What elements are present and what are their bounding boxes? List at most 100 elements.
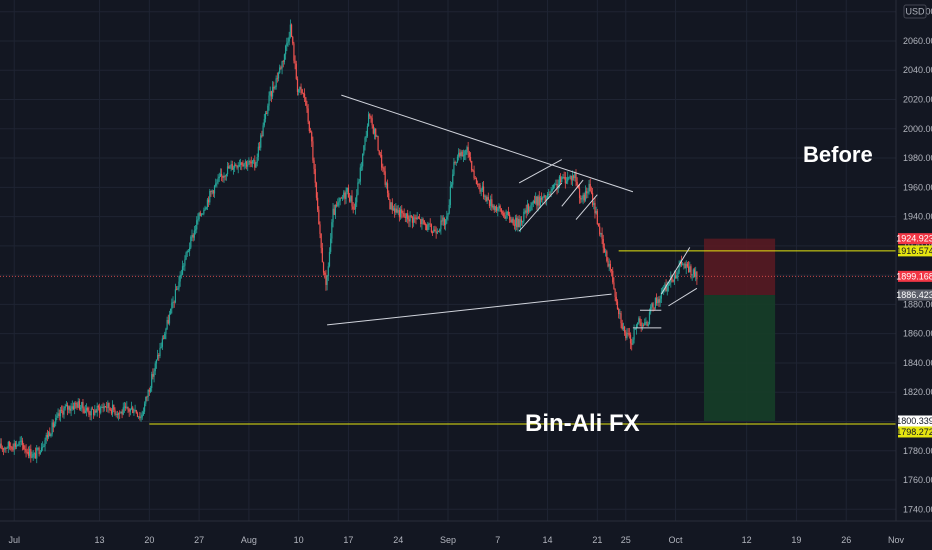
candle <box>646 320 648 327</box>
y-tick-label: 1880.000 <box>903 299 932 309</box>
candle-body <box>253 160 255 161</box>
candle <box>414 214 416 223</box>
candle <box>162 335 165 340</box>
candle-body <box>186 251 188 253</box>
candle <box>427 221 429 232</box>
candle <box>79 404 82 411</box>
candle-body <box>18 441 20 446</box>
candle-body <box>600 233 602 235</box>
candle <box>56 412 58 421</box>
y-tick-label: 2040.000 <box>903 65 932 75</box>
candle <box>325 269 327 291</box>
candle <box>90 406 92 421</box>
candle <box>458 148 460 161</box>
candle <box>187 248 190 253</box>
candle-body <box>339 197 341 202</box>
candle <box>222 175 224 183</box>
candle <box>326 274 328 291</box>
candle <box>17 443 19 447</box>
candle <box>371 114 373 129</box>
candle <box>256 153 258 167</box>
candle <box>621 319 623 331</box>
candle <box>12 443 14 452</box>
candle-body <box>550 190 552 195</box>
candle-body <box>24 449 26 450</box>
candle-body <box>677 272 679 276</box>
candle <box>89 411 91 421</box>
candle <box>132 405 134 414</box>
candle <box>198 212 200 222</box>
candle <box>389 199 391 210</box>
candle-body <box>475 178 478 185</box>
candle <box>151 371 153 392</box>
candle <box>18 441 20 447</box>
candle-body <box>666 285 668 292</box>
candle-body <box>682 264 684 266</box>
candle <box>473 165 475 181</box>
candle <box>494 206 497 213</box>
candle <box>315 181 318 201</box>
candle-body <box>242 164 244 167</box>
candle <box>177 285 179 290</box>
candle-body <box>312 141 314 161</box>
candle-body <box>134 409 136 412</box>
candle <box>434 225 436 232</box>
candle <box>445 218 447 231</box>
candle-body <box>439 229 441 232</box>
candle-body <box>300 86 302 90</box>
candle <box>91 406 94 410</box>
candle <box>157 349 159 361</box>
candle-body <box>488 200 491 206</box>
candle <box>635 323 638 335</box>
candle-body <box>392 208 395 211</box>
candle <box>562 174 564 179</box>
candle <box>134 404 136 412</box>
candle <box>218 172 220 182</box>
candle <box>249 159 251 168</box>
candle <box>360 162 363 172</box>
candle-body <box>238 165 241 166</box>
candle <box>206 197 209 211</box>
candle <box>254 155 256 171</box>
candle <box>313 157 315 175</box>
candle <box>516 214 518 231</box>
candle <box>404 213 406 223</box>
candle <box>268 91 270 111</box>
price-tag-bg <box>898 426 932 438</box>
candle-body <box>568 176 570 178</box>
candle <box>597 223 600 227</box>
candle <box>492 203 494 210</box>
candle-body <box>595 211 597 214</box>
candle-body <box>479 184 481 192</box>
candle-body <box>13 443 15 450</box>
candle-body <box>47 432 50 438</box>
candle <box>631 338 633 351</box>
candle-body <box>152 374 154 377</box>
currency-badge[interactable]: USD <box>903 4 927 19</box>
candle <box>402 210 404 218</box>
y-tick-label: 2060.000 <box>903 36 932 46</box>
candle <box>456 154 459 164</box>
candle-body <box>311 132 313 142</box>
candle-body <box>42 446 44 448</box>
candle-body <box>578 188 581 199</box>
candle-body <box>353 208 355 210</box>
candle-body <box>607 260 609 267</box>
candle-body <box>415 217 417 220</box>
candle-body <box>474 178 476 179</box>
candle <box>244 159 246 169</box>
candle-body <box>648 312 651 325</box>
candle-body <box>280 67 282 69</box>
candle <box>431 230 434 237</box>
candle <box>632 337 634 346</box>
candle <box>279 64 281 74</box>
candle-body <box>446 216 448 220</box>
candle <box>462 149 465 163</box>
candle-body <box>626 332 628 339</box>
time-axis[interactable]: Jul 13 20 27 Aug 10 17 24 Sep 7 14 21 25 Oct 12 19 26 Nov <box>8 535 904 545</box>
candle-body <box>184 259 186 266</box>
candle <box>588 180 590 195</box>
candle-body <box>100 407 102 413</box>
candle-body <box>194 229 197 231</box>
